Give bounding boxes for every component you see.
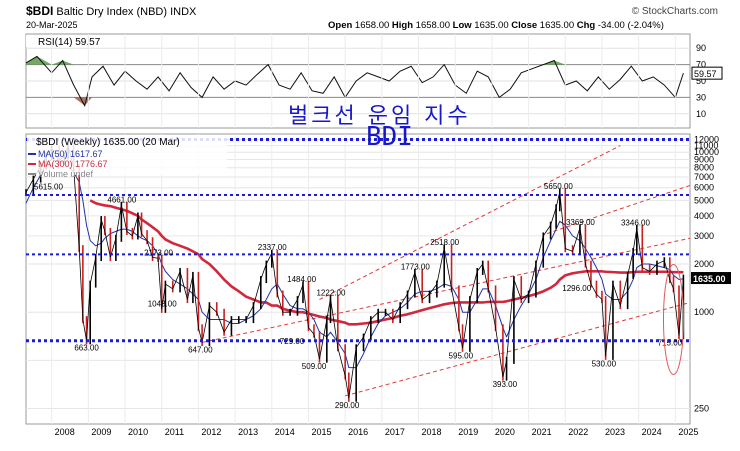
year-label: 2015 [311,427,331,437]
trend-channel-line [319,145,621,300]
year-label: 2008 [55,427,75,437]
year-label: 2024 [642,427,662,437]
price-panel-label: $BDI (Weekly) 1635.00 (20 Mar) [36,137,180,148]
last-price-box [691,272,731,285]
price-panel-frame [25,133,691,425]
year-label: 2016 [348,427,368,437]
last-price-label: 1635.00 [693,274,726,284]
price-tick-label: 8000 [694,163,714,173]
price-tick-label: 250 [694,403,709,413]
rsi-tick-label: 90 [696,43,706,53]
chg-value: -34.00 (-2.04%) [597,20,664,31]
price-annotation: 3369.00 [566,218,595,227]
legend-entry: MA(300) 1776.67 [38,159,108,169]
year-label: 2021 [532,427,552,437]
rsi-tick-label: 30 [696,92,706,102]
price-annotation: 715.00 [658,338,683,347]
price-tick-label: 3000 [694,231,714,241]
index-name: Baltic Dry Index (NBD) [56,6,168,18]
price-annotation: 663.00 [74,344,99,353]
year-label: 2012 [201,427,221,437]
legend-entry: MA(50) 1617.67 [38,149,103,159]
rsi-label-bg [26,35,122,47]
price-annotation: 290.00 [335,401,360,410]
year-label: 2017 [385,427,405,437]
price-tick-label: 1000 [694,307,714,317]
open-label: Open [328,20,353,31]
brand-label: © StockCharts.com [631,6,718,17]
price-annotation: 2337.00 [258,243,287,252]
price-annotation: 5650.00 [544,182,573,191]
chg-label: Chg [576,20,596,31]
exchange-label: INDX [170,6,197,18]
price-tick-label: 9000 [694,155,714,165]
price-line [25,144,684,399]
rsi-line [25,55,684,107]
price-tick-label: 12000 [694,135,719,145]
price-annotation: 530.00 [592,359,617,368]
close-label: Close [511,20,538,31]
open-value: 1658.00 [354,20,390,31]
trend-channel-line [345,301,691,397]
price-tick-label: 5000 [694,195,714,205]
date-label: 20-Mar-2025 [26,20,78,30]
year-label: 2023 [605,427,625,437]
chart-title: $BDI Baltic Dry Index (NBD) INDX [26,4,196,18]
low-value: 1635.00 [474,20,509,31]
year-label: 2018 [422,427,442,437]
price-annotation: 1484.00 [287,275,316,284]
year-label: 2019 [458,427,478,437]
price-tick-label: 6000 [694,183,714,193]
rsi-last-value-box [691,66,723,80]
low-label: Low [452,20,472,31]
price-tick-label: 7000 [694,172,714,182]
symbol-label: $BDI [26,4,54,18]
overlay-subtitle: BDI [366,122,413,152]
highlight-ellipse [662,264,684,376]
year-label: 2010 [128,427,148,437]
year-label: 2025 [678,427,698,437]
price-annotation: 647.00 [188,345,213,354]
price-annotation: 1043.00 [148,299,177,308]
rsi-label: RSI(14) 59.57 [38,37,101,48]
year-label: 2013 [238,427,258,437]
rsi-tick-label: 50 [696,76,706,86]
high-label: High [391,20,414,31]
year-label: 2020 [495,427,515,437]
price-annotation: 2518.00 [430,238,459,247]
rsi-last-value: 59.57 [694,69,717,79]
rsi-tick-label: 70 [696,60,706,70]
price-annotation: 729.00 [280,337,305,346]
price-annotation: 1773.00 [401,262,430,271]
price-tick-label: 11000 [694,141,718,151]
legend-bg [27,135,227,175]
price-annotation: 4661.00 [107,195,136,204]
price-tick-label: 10000 [694,147,719,157]
trend-channel-line [201,237,691,343]
price-annotation: 3346.00 [621,218,650,227]
year-label: 2009 [91,427,111,437]
price-annotation: 5615.00 [34,182,63,191]
high-value: 1658.00 [415,20,450,31]
rsi-tick-label: 10 [696,109,706,119]
price-tick-label: 2000 [694,259,714,269]
year-label: 2011 [165,427,184,437]
close-value: 1635.00 [539,20,575,31]
price-annotation: 2173.00 [144,248,173,257]
price-tick-label: 4000 [694,211,714,221]
ohlc-readout: Open 1658.00 High 1658.00 Low 1635.00 Cl… [328,20,664,31]
price-annotation: 509.00 [302,362,327,371]
legend-entry: Volume undef [38,169,94,179]
year-label: 2022 [568,427,588,437]
price-annotation: 595.00 [449,351,474,360]
year-label: 2014 [275,427,295,437]
price-annotation: 393.00 [493,380,518,389]
overlay-title: 벌크선 운임 지수 [288,104,471,129]
price-annotation: 1222.00 [316,288,345,297]
price-annotation: 1296.00 [562,284,591,293]
